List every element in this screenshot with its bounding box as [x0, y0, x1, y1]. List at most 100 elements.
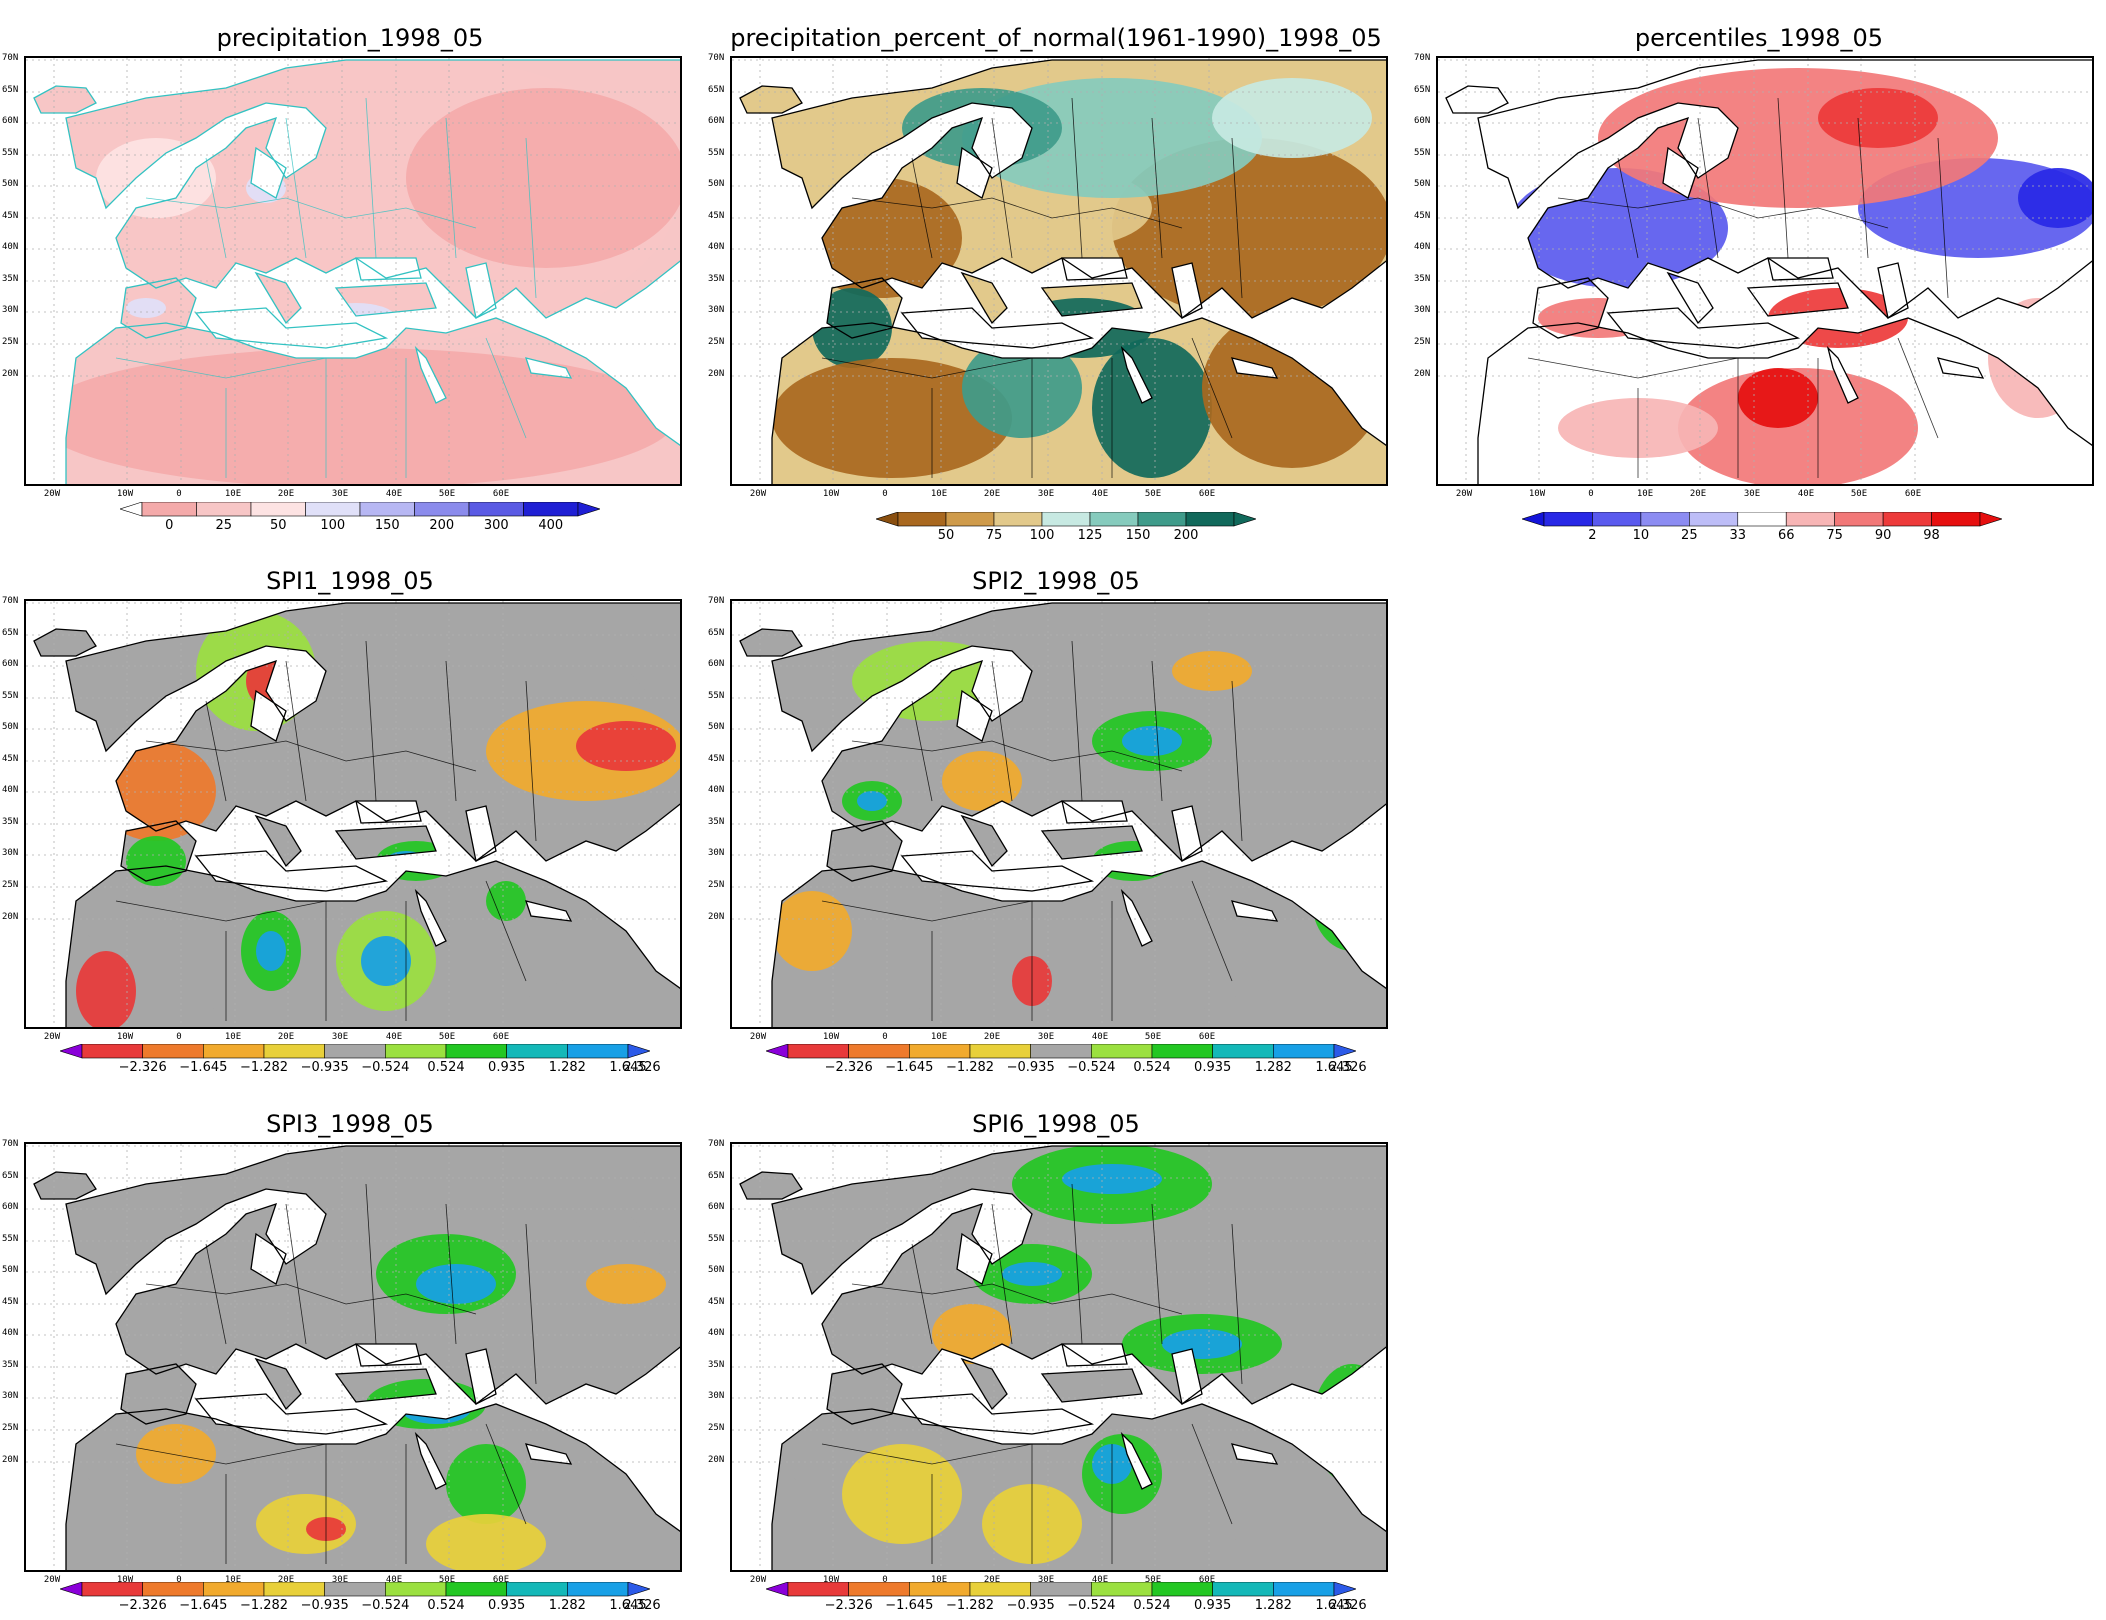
coastline	[1231, 357, 1279, 379]
colorbar-tick-label: −0.935	[300, 1598, 349, 1613]
colorbar-swatch	[1543, 511, 1593, 527]
lon-tick-label: 50E	[1144, 489, 1162, 499]
lat-tick-label: 45N	[708, 1297, 725, 1307]
coastline	[1477, 59, 2092, 319]
colorbar-tick-label: −0.935	[1006, 1060, 1055, 1075]
coastline	[1231, 900, 1279, 922]
country-border	[851, 197, 1183, 229]
coastline	[465, 1348, 497, 1405]
colorbar-swatch	[1689, 511, 1739, 527]
colorbar-tick-label: 1.645	[609, 1598, 647, 1613]
coastline	[900, 850, 1095, 892]
water-body	[1938, 358, 1983, 378]
country-border	[1151, 117, 1163, 259]
colorbar-tick-label: 300	[483, 518, 509, 533]
colorbar-tick-label: −0.524	[1067, 1060, 1116, 1075]
lon-tick-label: 40E	[385, 1032, 403, 1042]
coastline	[960, 1357, 1008, 1411]
map-canvas	[26, 58, 680, 484]
lon-tick-label: 30E	[331, 1575, 349, 1585]
colorbar-tick-label: −0.524	[361, 1598, 410, 1613]
map-canvas	[732, 58, 1386, 484]
colorbar-swatch	[250, 501, 306, 517]
colorbar-tick-label: 0.935	[1194, 1060, 1232, 1075]
coastline	[1120, 1431, 1153, 1490]
country-border	[1231, 1223, 1243, 1385]
colorbar-tick-label: 1.282	[1254, 1598, 1292, 1613]
country-border	[911, 157, 933, 259]
colorbar-swatch	[1030, 1043, 1092, 1059]
panel-title: percentiles_1998_05	[1634, 24, 1884, 52]
colorbar-right-arrow	[1333, 1581, 1357, 1597]
colorbar-spi6: −2.326 −1.645 −1.282 −0.935 −0.524 0.524 0.935…	[765, 1581, 1367, 1618]
colorbar-swatch	[567, 1043, 629, 1059]
lon-tick-label: 10W	[822, 1032, 840, 1042]
country-border	[821, 357, 1033, 379]
lat-tick-label: 35N	[708, 274, 725, 284]
colorbar-tick-label: 2	[1588, 528, 1597, 543]
colorbar-swatch	[1041, 511, 1091, 527]
colorbar-spi1: −2.326 −1.645 −1.282 −0.935 −0.524 0.524 0.935…	[59, 1043, 661, 1084]
lat-tick-label: 65N	[2, 1171, 19, 1181]
map-canvas	[26, 1144, 680, 1570]
colorbar-tick-label: 25	[215, 518, 233, 533]
map-spi3	[24, 1142, 682, 1572]
colorbar-tick-label: 200	[429, 518, 455, 533]
country-border	[1191, 880, 1233, 982]
panel-percent-of-normal: precipitation_percent_of_normal(1961-199…	[706, 0, 1406, 543]
lon-tick-label: 20W	[749, 1032, 767, 1042]
colorbar-tick-label: 0.935	[488, 1060, 526, 1075]
lon-tick-label: 40E	[1091, 1575, 1109, 1585]
colorbar-swatch	[897, 511, 947, 527]
country-border	[285, 660, 307, 802]
country-border	[1191, 1423, 1233, 1525]
lon-tick-label: 10E	[224, 1575, 242, 1585]
water-body	[356, 1344, 421, 1366]
water-body	[356, 801, 421, 823]
colorbar-tick-label: −1.645	[885, 1060, 934, 1075]
lat-tick-label: 45N	[2, 754, 19, 764]
colorbar-tick-label: 1.282	[1254, 1060, 1292, 1075]
country-border	[1897, 337, 1939, 439]
lon-tick-label: 0	[882, 489, 888, 499]
water-body	[251, 691, 286, 741]
colorbar-tick-label: 50	[937, 528, 955, 543]
colorbar-tick-label: 400	[538, 518, 564, 533]
colorbar-swatch	[787, 1581, 849, 1597]
colorbar-right-arrow	[1333, 1043, 1357, 1059]
colorbar-swatches	[765, 1043, 1357, 1059]
lon-tick-label: 60E	[1904, 489, 1922, 499]
panel-title: SPI2_1998_05	[972, 567, 1140, 595]
field-contour	[486, 881, 526, 921]
map-canvas	[26, 601, 680, 1027]
lat-tick-label: 70N	[708, 1139, 725, 1149]
country-border	[485, 880, 527, 982]
lat-tick-label: 60N	[1414, 116, 1431, 126]
country-border	[911, 1243, 933, 1345]
lon-tick-label: 0	[882, 1575, 888, 1585]
lat-tick-label: 40N	[708, 242, 725, 252]
water-body	[416, 1434, 446, 1489]
lat-tick-label: 60N	[2, 1202, 19, 1212]
water-body	[416, 348, 446, 403]
colorbar-swatch	[196, 501, 252, 517]
lon-tick-label: 20E	[277, 1032, 295, 1042]
lat-tick-label: 30N	[708, 848, 725, 858]
field-contour	[416, 1264, 496, 1304]
colorbar-swatch	[263, 1581, 325, 1597]
colorbar-swatch	[523, 501, 579, 517]
lat-tick-label: 25N	[2, 1423, 19, 1433]
colorbar-swatch	[848, 1581, 910, 1597]
lon-tick-label: 30E	[331, 1032, 349, 1042]
lat-tick-label: 70N	[708, 53, 725, 63]
panel-spi3: SPI3_1998_05 −2.326 −1.645 −1.282 −0.935 −0.…	[0, 1088, 700, 1620]
colorbar-swatch	[305, 501, 361, 517]
country-border	[485, 337, 527, 439]
lat-tick-label: 55N	[2, 1234, 19, 1244]
colorbar-tick-label: −1.282	[945, 1060, 995, 1075]
colorbar-tick-label: 200	[1173, 528, 1199, 543]
coastline	[1666, 271, 1714, 325]
field-contour	[1092, 338, 1212, 478]
lon-tick-label: 20E	[983, 1575, 1001, 1585]
coastline	[771, 860, 1386, 1027]
